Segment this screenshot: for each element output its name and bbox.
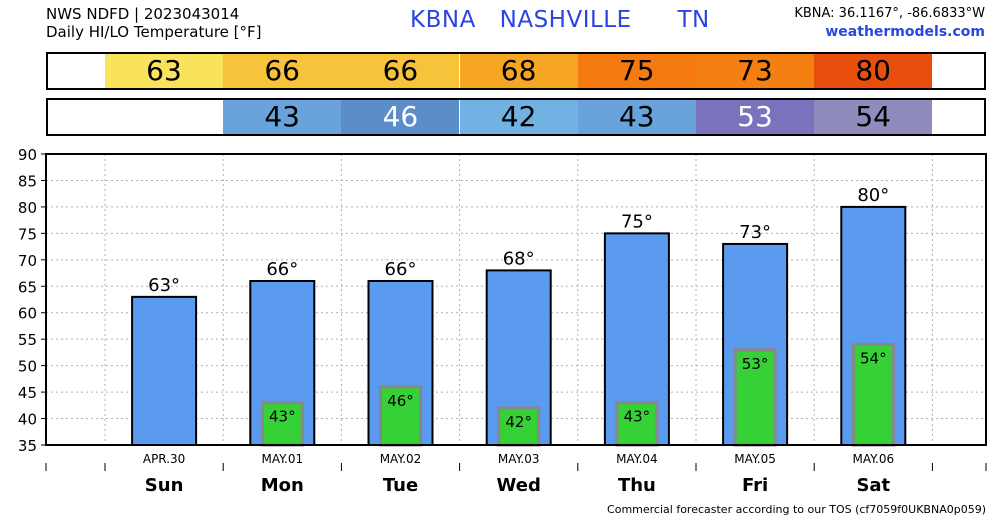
plot-frame — [45, 153, 987, 446]
x-date-label: APR.30 — [143, 452, 185, 466]
lo-temp-label: 42° — [505, 413, 532, 431]
x-date-label: MAY.03 — [498, 452, 540, 466]
x-date-label: MAY.05 — [734, 452, 776, 466]
lo-temp-label: 43° — [624, 408, 651, 426]
lo-temp-cell: 43 — [577, 100, 696, 134]
hi-temp-cell: 80 — [814, 54, 933, 88]
y-tick-label: 65 — [18, 278, 37, 296]
y-tick-label: 55 — [18, 331, 37, 349]
hi-temp-cell: 66 — [223, 54, 342, 88]
header-model-run: NWS NDFD | 2023043014 — [46, 5, 240, 23]
hi-temp-label: 63° — [148, 275, 180, 296]
lo-temp-cell: 42 — [459, 100, 578, 134]
x-day-label: Mon — [261, 475, 304, 496]
lo-temp-cell — [105, 100, 223, 134]
y-tick-label: 85 — [18, 172, 37, 190]
x-date-label: MAY.02 — [380, 452, 422, 466]
lo-temp-cell: 43 — [223, 100, 342, 134]
x-date-label: MAY.06 — [852, 452, 894, 466]
station-coordinates: KBNA: 36.1167°, -86.6833°W — [794, 6, 985, 21]
lo-temp-label: 53° — [742, 355, 769, 373]
hi-temp-bar — [131, 295, 198, 447]
state-code: TN — [677, 7, 710, 33]
x-day-label: Sat — [856, 475, 890, 496]
hi-temp-cell: 68 — [459, 54, 578, 88]
header-right: KBNA: 36.1167°, -86.6833°W weathermodels… — [794, 5, 985, 41]
y-tick-label: 75 — [18, 225, 37, 243]
hi-temp-label: 68° — [503, 248, 535, 269]
lo-temp-label: 54° — [860, 349, 887, 367]
lo-temperature-strip: 43 46 42 43 53 54 — [46, 98, 986, 136]
hi-temp-cell: 63 — [105, 54, 223, 88]
lo-temp-bar — [615, 401, 659, 447]
x-day-label: Tue — [383, 475, 418, 496]
hi-temp-cell: 73 — [696, 54, 814, 88]
x-day-label: Sun — [145, 475, 184, 496]
y-tick-label: 80 — [18, 199, 37, 217]
y-tick-label: 90 — [18, 146, 37, 164]
hi-temp-cell: 75 — [577, 54, 696, 88]
y-tick-label: 70 — [18, 252, 37, 270]
hi-temp-label: 80° — [857, 185, 889, 206]
y-tick-label: 40 — [18, 411, 37, 429]
lo-temp-bar — [733, 348, 777, 447]
site-link[interactable]: weathermodels.com — [825, 24, 985, 40]
footer-tos-note: Commercial forecaster according to our T… — [607, 503, 986, 516]
header-left: NWS NDFD | 2023043014 Daily HI/LO Temper… — [46, 5, 262, 41]
hi-temp-label: 66° — [385, 259, 417, 280]
y-tick-label: 60 — [18, 305, 37, 323]
station-code: KBNA — [410, 7, 476, 33]
x-day-label: Thu — [618, 475, 656, 496]
x-day-label: Fri — [742, 475, 768, 496]
hi-temp-label: 73° — [739, 222, 771, 243]
hi-temp-label: 66° — [266, 259, 298, 280]
y-tick-label: 45 — [18, 384, 37, 402]
y-tick-label: 35 — [18, 437, 37, 455]
y-tick-label: 50 — [18, 358, 37, 376]
lo-temp-cell: 53 — [696, 100, 814, 134]
hi-temp-label: 75° — [621, 211, 653, 232]
lo-temp-cell: 54 — [814, 100, 933, 134]
lo-temp-label: 46° — [387, 392, 414, 410]
x-day-label: Wed — [497, 475, 541, 496]
hi-temperature-strip: 63 66 66 68 75 73 80 — [46, 52, 986, 90]
hi-temp-cell: 66 — [341, 54, 460, 88]
lo-temp-cell: 46 — [341, 100, 460, 134]
city-name: NASHVILLE — [499, 7, 632, 33]
lo-temp-label: 43° — [269, 408, 296, 426]
header-location: KBNA NASHVILLE TN — [410, 7, 710, 33]
x-date-label: MAY.01 — [261, 452, 303, 466]
header-product-title: Daily HI/LO Temperature [°F] — [46, 23, 262, 41]
x-date-label: MAY.04 — [616, 452, 658, 466]
